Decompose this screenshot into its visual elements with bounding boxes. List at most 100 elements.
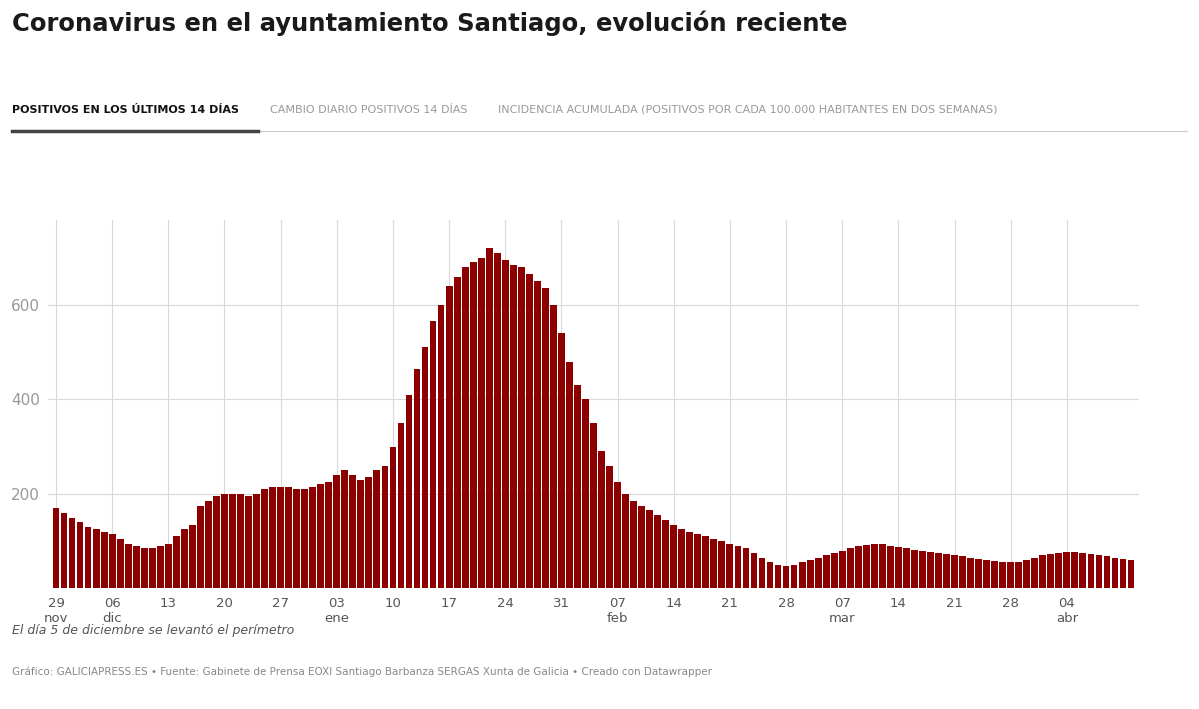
Bar xyxy=(894,547,902,588)
Bar xyxy=(694,534,701,588)
Bar xyxy=(1016,562,1022,588)
Bar xyxy=(453,277,460,588)
Bar xyxy=(261,489,269,588)
Bar xyxy=(446,286,452,588)
Bar xyxy=(558,333,565,588)
Text: CAMBIO DIARIO POSITIVOS 14 DÍAS: CAMBIO DIARIO POSITIVOS 14 DÍAS xyxy=(270,105,468,115)
Bar xyxy=(951,555,958,588)
Bar xyxy=(766,562,773,588)
Bar xyxy=(582,399,589,588)
Bar xyxy=(422,347,428,588)
Bar xyxy=(189,525,195,588)
Bar xyxy=(855,546,862,588)
Bar xyxy=(1023,560,1030,588)
Bar xyxy=(237,494,243,588)
Bar xyxy=(213,496,219,588)
Bar xyxy=(294,489,300,588)
Bar xyxy=(405,395,412,588)
Bar xyxy=(309,487,317,588)
Bar xyxy=(975,559,982,588)
Bar xyxy=(927,552,934,588)
Bar xyxy=(349,475,356,588)
Bar xyxy=(277,487,284,588)
Bar xyxy=(590,423,597,588)
Text: INCIDENCIA ACUMULADA (POSITIVOS POR CADA 100.000 HABITANTES EN DOS SEMANAS): INCIDENCIA ACUMULADA (POSITIVOS POR CADA… xyxy=(498,105,998,115)
Bar xyxy=(1103,557,1110,588)
Bar xyxy=(742,548,749,588)
Bar xyxy=(68,518,76,588)
Bar xyxy=(727,544,734,588)
Bar xyxy=(823,555,830,588)
Bar xyxy=(342,470,348,588)
Bar xyxy=(846,548,854,588)
Bar xyxy=(992,561,998,588)
Bar xyxy=(959,557,966,588)
Bar xyxy=(165,544,171,588)
Bar xyxy=(116,539,123,588)
Bar xyxy=(526,274,532,588)
Bar xyxy=(357,480,364,588)
Bar xyxy=(157,546,164,588)
Bar xyxy=(1064,552,1071,588)
Bar xyxy=(510,264,517,588)
Bar xyxy=(918,551,926,588)
Bar xyxy=(999,562,1006,588)
Bar xyxy=(863,545,869,588)
Bar xyxy=(598,452,605,588)
Bar xyxy=(325,482,332,588)
Bar xyxy=(518,267,525,588)
Bar xyxy=(751,553,758,588)
Bar xyxy=(373,470,380,588)
Bar xyxy=(735,546,741,588)
Bar xyxy=(285,487,293,588)
Bar xyxy=(140,548,147,588)
Bar xyxy=(245,496,252,588)
Bar xyxy=(173,537,180,588)
Bar xyxy=(1096,555,1102,588)
Bar xyxy=(133,546,139,588)
Bar xyxy=(679,530,685,588)
Bar xyxy=(775,565,782,588)
Bar xyxy=(494,253,501,588)
Text: POSITIVOS EN LOS ÚLTIMOS 14 DÍAS: POSITIVOS EN LOS ÚLTIMOS 14 DÍAS xyxy=(12,105,239,115)
Bar xyxy=(718,541,725,588)
Bar xyxy=(887,546,893,588)
Bar xyxy=(486,248,493,588)
Bar xyxy=(703,537,710,588)
Bar xyxy=(686,532,693,588)
Bar xyxy=(109,534,115,588)
Bar xyxy=(1007,562,1014,588)
Bar xyxy=(879,544,886,588)
Bar xyxy=(935,553,942,588)
Bar xyxy=(1072,552,1078,588)
Bar xyxy=(470,262,476,588)
Bar xyxy=(390,447,397,588)
Bar xyxy=(968,558,974,588)
Bar xyxy=(85,527,91,588)
Bar xyxy=(638,506,645,588)
Bar xyxy=(831,553,838,588)
Bar xyxy=(125,544,132,588)
Bar xyxy=(799,562,806,588)
Bar xyxy=(870,544,878,588)
Bar xyxy=(807,560,814,588)
Bar xyxy=(429,321,436,588)
Bar xyxy=(1087,554,1095,588)
Bar xyxy=(790,565,797,588)
Text: Coronavirus en el ayuntamiento Santiago, evolución reciente: Coronavirus en el ayuntamiento Santiago,… xyxy=(12,11,848,36)
Bar xyxy=(333,475,341,588)
Bar xyxy=(944,554,950,588)
Bar xyxy=(61,513,67,588)
Bar xyxy=(783,566,789,588)
Text: El día 5 de diciembre se levantó el perímetro: El día 5 de diciembre se levantó el perí… xyxy=(12,624,294,637)
Bar xyxy=(366,477,372,588)
Bar xyxy=(1055,553,1062,588)
Bar xyxy=(614,482,621,588)
Bar xyxy=(631,501,637,588)
Bar xyxy=(477,257,484,588)
Text: Gráfico: GALICIAPRESS.ES • Fuente: Gabinete de Prensa EOXI Santiago Barbanza SER: Gráfico: GALICIAPRESS.ES • Fuente: Gabin… xyxy=(12,666,712,677)
Bar xyxy=(438,305,445,588)
Bar xyxy=(566,362,573,588)
Bar xyxy=(1031,558,1038,588)
Bar xyxy=(381,466,388,588)
